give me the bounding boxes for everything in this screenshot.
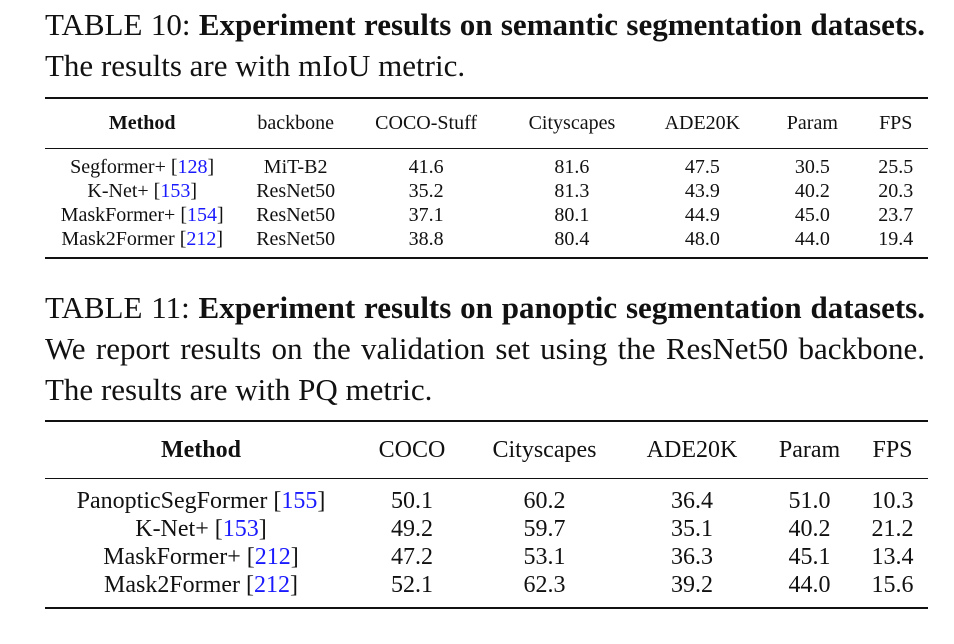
ade20k-cell: 39.2 [671, 572, 713, 598]
citation-link[interactable]: 153 [160, 180, 191, 202]
table11-header-method: Method [161, 436, 241, 463]
table10-header-param: Param [786, 112, 838, 134]
ade20k-cell: 43.9 [684, 180, 720, 202]
table10-header-cityscapes: Cityscapes [528, 112, 616, 134]
fps-cell: 21.2 [871, 516, 914, 542]
cityscapes-cell: 53.1 [523, 544, 566, 570]
cityscapes-cell: 80.1 [554, 204, 590, 226]
param-cell: 51.0 [788, 488, 831, 514]
param-cell: 44.0 [794, 228, 830, 250]
param-cell: 45.1 [788, 544, 831, 570]
citation-link[interactable]: 153 [222, 516, 259, 542]
fps-cell: 20.3 [878, 180, 914, 202]
citation-link[interactable]: 154 [187, 204, 217, 226]
backbone-cell: MiT-B2 [263, 156, 328, 178]
ade20k-cell: 48.0 [684, 228, 720, 250]
cityscapes-cell: 80.4 [554, 228, 590, 250]
table10-header-fps: FPS [879, 112, 913, 134]
method-cell: Mask2Former [212] [104, 572, 298, 598]
table11-header-param: Param [778, 436, 841, 463]
citation-link[interactable]: 212 [186, 228, 217, 250]
table10-header-ade20k: ADE20K [664, 112, 741, 134]
citation-link[interactable]: 128 [177, 156, 208, 178]
coco-cell: 52.1 [391, 572, 433, 598]
table-row: Mask2Former [212] 52.1 62.3 39.2 44.0 15… [45, 571, 928, 608]
table-row: K-Net+ [153] 49.2 59.7 35.1 40.2 21.2 [45, 515, 928, 543]
fps-cell: 19.4 [878, 228, 914, 250]
table11-header-ade20k: ADE20K [646, 436, 738, 463]
table11: Method COCO Cityscapes ADE20K Param FPS … [45, 420, 928, 609]
table10-caption-label: TABLE 10: [45, 7, 191, 42]
table11-header-row: Method COCO Cityscapes ADE20K Param FPS [45, 421, 928, 479]
coco-stuff-cell: 37.1 [408, 204, 444, 226]
table11-caption-rest: We report results on the validation set … [45, 331, 925, 407]
table11-header-coco: COCO [378, 436, 446, 463]
fps-cell: 10.3 [871, 488, 914, 514]
table11-header-fps: FPS [872, 436, 913, 463]
table-row: Segformer+ [128] MiT-B2 41.6 81.6 47.5 3… [45, 149, 928, 180]
backbone-cell: ResNet50 [256, 228, 336, 250]
method-cell: MaskFormer+ [212] [103, 544, 299, 570]
table10-caption-bold: Experiment results on semantic segmentat… [198, 7, 925, 42]
citation-link[interactable]: 212 [253, 572, 290, 598]
table10-caption: TABLE 10: Experiment results on semantic… [45, 4, 925, 86]
method-cell: Mask2Former [212] [61, 228, 224, 250]
table10: Method backbone COCO-Stuff Cityscapes AD… [45, 97, 928, 259]
cityscapes-cell: 59.7 [523, 516, 566, 542]
ade20k-cell: 47.5 [684, 156, 720, 178]
cityscapes-cell: 62.3 [523, 572, 566, 598]
fps-cell: 15.6 [871, 572, 914, 598]
param-cell: 44.0 [788, 572, 831, 598]
table11-header-cityscapes: Cityscapes [492, 436, 597, 463]
method-cell: Segformer+ [128] [70, 156, 215, 178]
param-cell: 40.2 [794, 180, 830, 202]
backbone-cell: ResNet50 [256, 204, 336, 226]
citation-link[interactable]: 155 [281, 488, 318, 514]
table-row: MaskFormer+ [154] ResNet50 37.1 80.1 44.… [45, 203, 928, 227]
cityscapes-cell: 60.2 [523, 488, 566, 514]
table11-caption-label: TABLE 11: [45, 290, 190, 325]
table10-header-backbone: backbone [257, 112, 334, 134]
coco-cell: 50.1 [391, 488, 433, 514]
table-row: K-Net+ [153] ResNet50 35.2 81.3 43.9 40.… [45, 179, 928, 203]
coco-cell: 49.2 [391, 516, 433, 542]
ade20k-cell: 36.3 [671, 544, 713, 570]
table10-header-row: Method backbone COCO-Stuff Cityscapes AD… [45, 98, 928, 149]
param-cell: 45.0 [794, 204, 830, 226]
fps-cell: 23.7 [878, 204, 914, 226]
table11-caption-bold: Experiment results on panoptic segmentat… [198, 290, 925, 325]
cityscapes-cell: 81.3 [554, 180, 590, 202]
coco-stuff-cell: 41.6 [408, 156, 444, 178]
ade20k-cell: 44.9 [684, 204, 720, 226]
method-cell: K-Net+ [153] [135, 516, 267, 542]
table10-header-coco-stuff: COCO-Stuff [375, 112, 478, 134]
method-cell: MaskFormer+ [154] [60, 204, 224, 226]
fps-cell: 25.5 [878, 156, 914, 178]
coco-stuff-cell: 38.8 [408, 228, 444, 250]
fps-cell: 13.4 [871, 544, 914, 570]
table-row: PanopticSegFormer [155] 50.1 60.2 36.4 5… [45, 479, 928, 516]
table10-header-method: Method [108, 112, 176, 134]
ade20k-cell: 36.4 [671, 488, 713, 514]
param-cell: 30.5 [794, 156, 830, 178]
ade20k-cell: 35.1 [671, 516, 713, 542]
table10-caption-rest: The results are with mIoU metric. [45, 48, 466, 83]
coco-stuff-cell: 35.2 [408, 180, 444, 202]
table-row: Mask2Former [212] ResNet50 38.8 80.4 48.… [45, 227, 928, 258]
method-cell: PanopticSegFormer [155] [76, 488, 326, 514]
table-row: MaskFormer+ [212] 47.2 53.1 36.3 45.1 13… [45, 543, 928, 571]
citation-link[interactable]: 212 [254, 544, 291, 570]
backbone-cell: ResNet50 [256, 180, 336, 202]
method-cell: K-Net+ [153] [87, 180, 197, 202]
coco-cell: 47.2 [391, 544, 433, 570]
table11-caption: TABLE 11: Experiment results on panoptic… [45, 287, 925, 410]
param-cell: 40.2 [788, 516, 831, 542]
cityscapes-cell: 81.6 [554, 156, 590, 178]
